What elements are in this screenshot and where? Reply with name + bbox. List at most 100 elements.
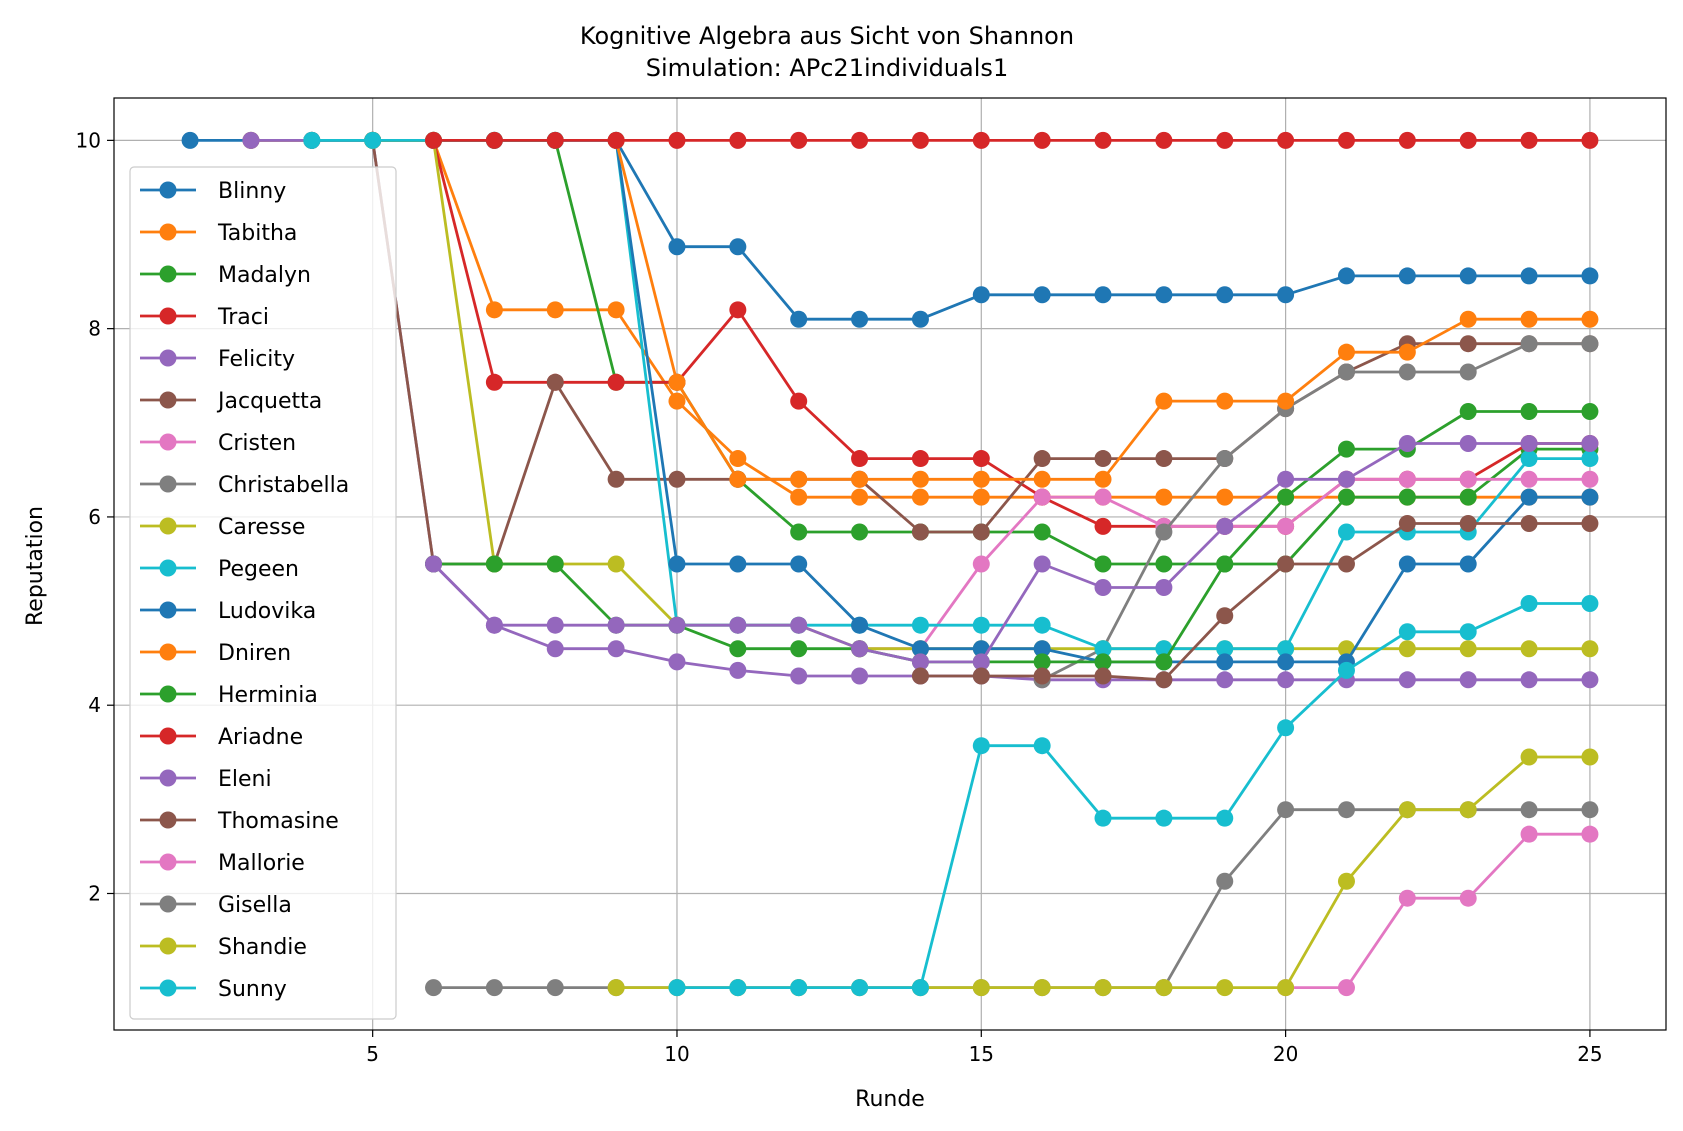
data-point — [1520, 434, 1538, 452]
data-point — [1155, 286, 1173, 304]
legend-label: Traci — [217, 305, 269, 330]
y-tick-label: 2 — [88, 881, 101, 905]
series-ariadne — [425, 131, 1599, 149]
legend-label: Gisella — [218, 893, 292, 918]
x-axis-label: Runde — [855, 1087, 925, 1112]
data-point — [911, 310, 929, 328]
data-point — [1094, 653, 1112, 671]
data-point — [1277, 671, 1295, 689]
data-point — [1033, 979, 1051, 997]
data-point — [1277, 640, 1295, 658]
data-point — [1459, 488, 1477, 506]
series-line — [614, 140, 1590, 481]
data-point — [911, 640, 929, 658]
data-point — [972, 667, 990, 685]
legend-swatch-marker — [159, 937, 177, 955]
data-point — [607, 616, 625, 634]
series-line — [920, 522, 1590, 682]
legend-item: Herminia — [140, 683, 318, 708]
data-point — [972, 488, 990, 506]
data-point — [1216, 555, 1234, 573]
data-point — [1459, 515, 1477, 533]
data-point — [607, 301, 625, 319]
legend-item: Pegeen — [140, 557, 299, 582]
data-point — [729, 661, 747, 679]
data-point — [911, 523, 929, 541]
data-point — [1277, 801, 1295, 819]
legend-swatch-marker — [159, 391, 177, 409]
data-point — [729, 238, 747, 256]
legend-label: Felicity — [218, 347, 295, 372]
data-point — [1581, 748, 1599, 766]
legend-item: Cristen — [140, 431, 296, 456]
x-tick-label: 25 — [1577, 1042, 1602, 1066]
data-point — [425, 555, 443, 573]
data-point — [972, 450, 990, 468]
data-point — [1337, 555, 1355, 573]
data-point — [972, 979, 990, 997]
data-point — [1094, 579, 1112, 597]
legend-label: Herminia — [218, 683, 318, 708]
series-line — [311, 138, 1590, 651]
legend-item: Felicity — [140, 347, 295, 372]
data-point — [1520, 335, 1538, 353]
series-line — [190, 138, 1590, 321]
chart-title: Kognitive Algebra aus Sicht von Shannon — [580, 22, 1074, 50]
data-point — [1337, 470, 1355, 488]
data-point — [1094, 286, 1112, 304]
data-point — [1398, 623, 1416, 641]
data-point — [546, 373, 564, 391]
legend-label: Dniren — [218, 641, 291, 666]
data-point — [1459, 310, 1477, 328]
data-point — [1337, 488, 1355, 506]
series-pegeen — [303, 131, 1599, 658]
data-point — [1277, 979, 1295, 997]
data-point — [851, 131, 869, 149]
data-point — [1216, 488, 1234, 506]
legend-swatch-marker — [159, 265, 177, 283]
data-point — [1094, 555, 1112, 573]
data-point — [1277, 286, 1295, 304]
data-point — [303, 131, 321, 149]
series-line — [616, 755, 1590, 989]
data-point — [1581, 825, 1599, 843]
data-point — [1581, 310, 1599, 328]
data-point — [851, 616, 869, 634]
data-point — [729, 640, 747, 658]
data-point — [1033, 131, 1051, 149]
series-christabella — [1033, 335, 1599, 689]
legend-swatch-marker — [159, 727, 177, 745]
legend-label: Cristen — [218, 431, 296, 456]
data-point — [1398, 131, 1416, 149]
data-point — [546, 131, 564, 149]
data-point — [1277, 653, 1295, 671]
data-point — [1033, 286, 1051, 304]
axis-ticks: 5 10 15 20 25 2 4 6 8 10 — [76, 128, 1603, 1066]
legend-item: Dniren — [140, 641, 291, 666]
data-point — [1459, 470, 1477, 488]
data-point — [1033, 470, 1051, 488]
data-point — [1094, 470, 1112, 488]
data-point — [1216, 640, 1234, 658]
data-point — [1459, 267, 1477, 285]
data-point — [668, 131, 686, 149]
data-point — [1398, 267, 1416, 285]
series-shandie — [607, 748, 1599, 997]
data-point — [546, 640, 564, 658]
data-point — [1155, 809, 1173, 827]
data-point — [485, 979, 503, 997]
data-point — [1581, 131, 1599, 149]
data-point — [1216, 286, 1234, 304]
series-dniren — [607, 131, 1599, 488]
data-point — [790, 616, 808, 634]
data-point — [1033, 450, 1051, 468]
data-point — [1337, 872, 1355, 890]
data-point — [729, 555, 747, 573]
data-point — [1398, 801, 1416, 819]
legend-item: Thomasine — [140, 809, 339, 834]
data-point — [851, 450, 869, 468]
data-point — [972, 286, 990, 304]
legend-label: Pegeen — [218, 557, 299, 582]
data-point — [1459, 131, 1477, 149]
legend-swatch-marker — [159, 643, 177, 661]
